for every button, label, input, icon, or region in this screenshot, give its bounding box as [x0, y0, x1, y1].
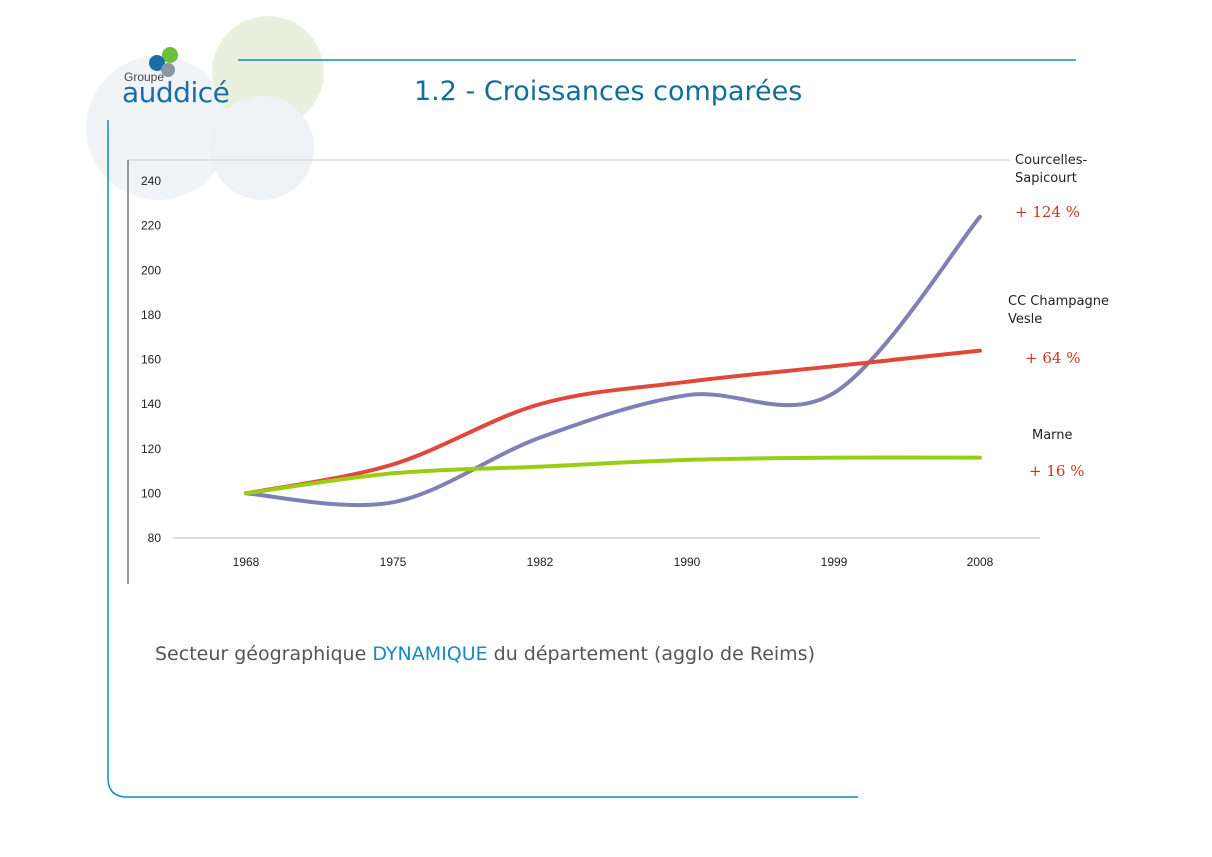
logo-mark-grey — [161, 63, 175, 77]
decor-circle — [86, 56, 230, 200]
y-tick-label: 120 — [141, 442, 161, 456]
series-marne-line — [244, 455, 982, 496]
label-marne: Marne — [1032, 427, 1073, 445]
decor-circle — [212, 16, 324, 128]
frame-rule — [107, 120, 858, 798]
growth-line-chart: 80 100 120 140 160 180 200 220 240 1968 1975 1982 19… — [127, 159, 1040, 584]
y-tick-label: 180 — [141, 308, 161, 322]
logo-small-text: Groupe — [124, 70, 165, 84]
y-tick-label: 80 — [148, 531, 162, 545]
label-cc-line2: Vesle — [1008, 312, 1043, 327]
y-tick-label: 240 — [141, 174, 161, 188]
label-courcelles-line2: Sapicourt — [1015, 171, 1077, 186]
logo-mark-blue — [149, 55, 165, 71]
label-courcelles: Courcelles- Sapicourt — [1015, 152, 1087, 188]
y-tick-label: 160 — [141, 353, 161, 367]
label-courcelles-line1: Courcelles- — [1015, 153, 1088, 168]
series-courcelles-line — [244, 214, 982, 508]
x-tick-label: 1982 — [527, 555, 554, 569]
y-tick-label: 200 — [141, 263, 161, 277]
label-marne-line1: Marne — [1032, 428, 1073, 443]
caption-text-end: du département (agglo de Reims) — [487, 643, 815, 665]
y-tick-label: 100 — [141, 486, 161, 500]
slide-caption: Secteur géographique DYNAMIQUE du départ… — [155, 643, 815, 665]
x-tick-label: 1975 — [380, 555, 407, 569]
y-tick-label: 220 — [141, 219, 161, 233]
decor-circle — [210, 96, 314, 200]
pct-cc-champagne-vesle: + 64 % — [1025, 349, 1081, 367]
series-cc-champagne-vesle-line — [244, 348, 982, 496]
pct-marne: + 16 % — [1029, 462, 1085, 480]
x-tick-label: 1999 — [821, 555, 848, 569]
label-cc-line1: CC Champagne — [1008, 294, 1109, 309]
logo-mark-green — [162, 47, 178, 63]
x-tick-label: 1990 — [674, 555, 701, 569]
label-cc-champagne-vesle: CC Champagne Vesle — [1008, 293, 1109, 329]
y-tick-label: 140 — [141, 397, 161, 411]
x-tick-label: 1968 — [233, 555, 260, 569]
pct-courcelles: + 124 % — [1015, 203, 1080, 221]
slide-title: 1.2 - Croissances comparées — [414, 76, 803, 107]
caption-text-start: Secteur géographique — [155, 643, 373, 665]
caption-highlight: DYNAMIQUE — [372, 643, 488, 665]
x-tick-label: 2008 — [967, 555, 994, 569]
logo-wordmark: auddicé — [122, 76, 230, 109]
